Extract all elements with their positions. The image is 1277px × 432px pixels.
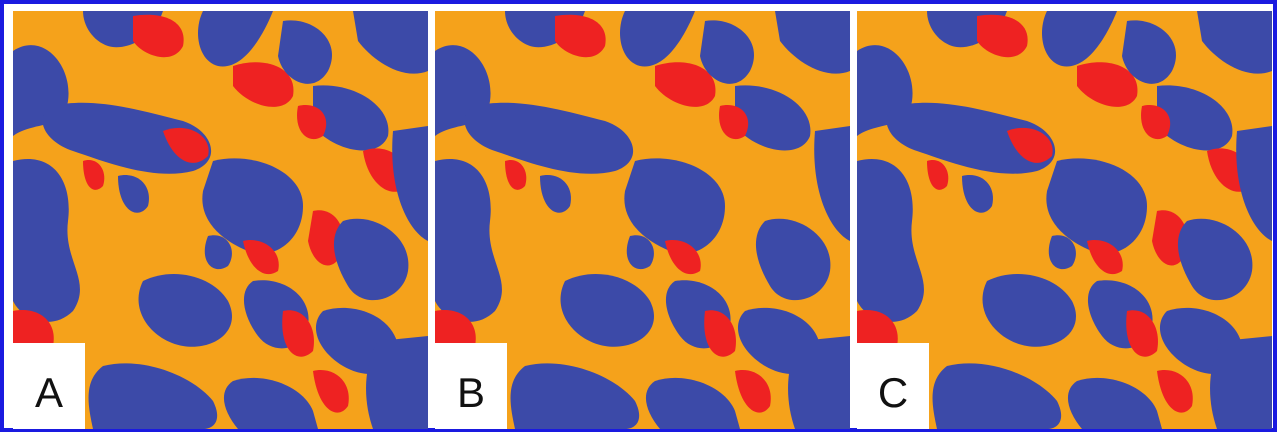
red-phase-domain <box>83 160 105 190</box>
blue-phase-domain <box>626 235 654 270</box>
blue-phase-domain <box>1236 126 1272 241</box>
blue-phase-domain <box>1048 235 1076 270</box>
red-phase-domain <box>282 310 314 357</box>
red-phase-domain <box>927 160 949 190</box>
red-phase-domain <box>297 105 327 140</box>
blue-phase-domain <box>202 158 303 254</box>
blue-phase-domain <box>1157 85 1233 151</box>
blue-phase-domain <box>1177 218 1253 301</box>
panel-c: C <box>857 11 1272 429</box>
blue-phase-domain <box>932 363 1062 429</box>
blue-phase-domain <box>118 175 149 213</box>
panel-label-c: C <box>877 369 909 416</box>
panel-a: A <box>13 11 428 429</box>
blue-phase-domain <box>540 175 571 213</box>
red-phase-domain <box>1087 240 1123 275</box>
red-phase-domain <box>133 14 184 58</box>
red-phase-domain <box>1126 310 1158 357</box>
blue-phase-domain <box>204 235 232 270</box>
blue-phase-domain <box>88 363 218 429</box>
blue-phase-domain <box>198 11 273 67</box>
blue-phase-domain <box>333 218 409 301</box>
blue-phase-domain <box>435 159 502 322</box>
morphology-image-a <box>13 11 428 429</box>
blue-phase-domain <box>1197 11 1272 74</box>
blue-phase-domain <box>313 85 389 151</box>
panel-label-box-a: A <box>13 343 85 429</box>
panel-label-b: B <box>456 369 485 416</box>
blue-phase-domain <box>620 11 695 67</box>
red-phase-domain <box>719 105 749 140</box>
blue-phase-domain <box>1046 158 1147 254</box>
red-phase-domain <box>977 14 1028 58</box>
red-phase-domain <box>704 310 736 357</box>
red-phase-domain <box>665 240 701 275</box>
blue-phase-domain <box>42 102 212 174</box>
red-phase-domain <box>555 14 606 58</box>
morphology-image-c <box>857 11 1272 429</box>
blue-phase-domain <box>814 126 850 241</box>
blue-phase-domain <box>138 273 232 347</box>
blue-phase-domain <box>962 175 993 213</box>
blue-phase-domain <box>13 159 80 322</box>
red-phase-domain <box>233 62 294 107</box>
blue-phase-domain <box>700 20 754 84</box>
red-phase-domain <box>163 127 209 163</box>
panel-b: B <box>435 11 850 429</box>
morphology-image-b <box>435 11 850 429</box>
blue-phase-domain <box>775 11 850 74</box>
blue-phase-domain <box>735 85 811 151</box>
red-phase-domain <box>243 240 279 275</box>
blue-phase-domain <box>982 273 1076 347</box>
blue-phase-domain <box>560 273 654 347</box>
red-phase-domain <box>313 370 349 413</box>
blue-phase-domain <box>886 102 1056 174</box>
blue-phase-domain <box>645 377 740 429</box>
panel-label-box-c: C <box>857 343 929 429</box>
blue-phase-domain <box>857 159 924 322</box>
blue-phase-domain <box>223 377 318 429</box>
red-phase-domain <box>1077 62 1138 107</box>
red-phase-domain <box>1157 370 1193 413</box>
blue-phase-domain <box>392 126 428 241</box>
red-phase-domain <box>735 370 771 413</box>
blue-phase-domain <box>755 218 831 301</box>
blue-phase-domain <box>353 11 428 74</box>
blue-phase-domain <box>510 363 640 429</box>
blue-phase-domain <box>788 336 850 429</box>
blue-phase-domain <box>464 102 634 174</box>
blue-phase-domain <box>1042 11 1117 67</box>
panel-label-a: A <box>34 369 63 416</box>
blue-phase-domain <box>1067 377 1162 429</box>
red-phase-domain <box>1141 105 1171 140</box>
red-phase-domain <box>1007 127 1053 163</box>
blue-phase-domain <box>624 158 725 254</box>
panel-label-box-b: B <box>435 343 507 429</box>
blue-phase-domain <box>366 336 428 429</box>
red-phase-domain <box>505 160 527 190</box>
blue-phase-domain <box>1122 20 1176 84</box>
blue-phase-domain <box>1210 336 1272 429</box>
blue-phase-domain <box>278 20 332 84</box>
red-phase-domain <box>655 62 716 107</box>
